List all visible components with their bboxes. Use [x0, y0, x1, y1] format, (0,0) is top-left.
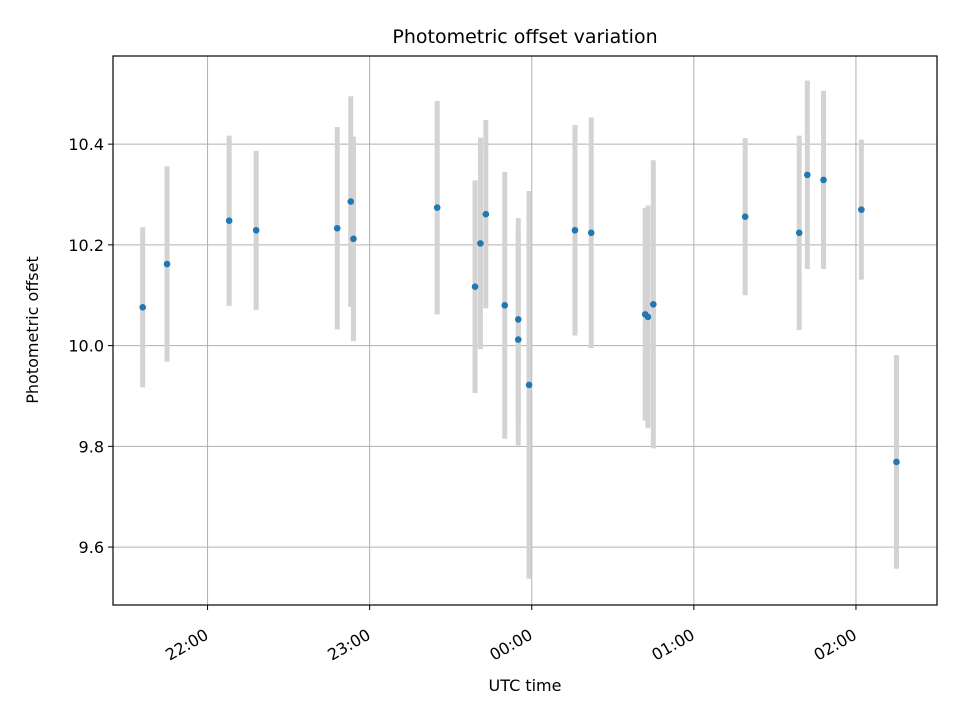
data-point: [571, 226, 579, 234]
plot-area: [113, 56, 937, 605]
data-point: [820, 176, 827, 184]
data-point: [644, 313, 652, 321]
data-point: [804, 171, 811, 179]
y-tick-label: 10.2: [68, 236, 104, 255]
data-points: [139, 171, 900, 466]
data-point: [525, 381, 533, 389]
data-point: [350, 235, 357, 243]
y-tick-label: 10.4: [68, 135, 104, 154]
data-point: [163, 260, 171, 268]
data-point: [893, 458, 900, 466]
data-point: [587, 229, 595, 237]
data-point: [858, 206, 865, 213]
data-point: [347, 198, 355, 205]
y-tick-label: 9.8: [79, 437, 104, 456]
data-point: [139, 304, 147, 311]
data-point: [252, 226, 260, 234]
data-point: [471, 283, 479, 290]
data-point: [501, 302, 509, 309]
data-point: [477, 240, 484, 247]
data-point: [225, 217, 233, 224]
x-axis-label: UTC time: [489, 676, 562, 695]
data-point: [333, 224, 341, 232]
y-tick-label: 9.6: [79, 538, 104, 557]
data-point: [650, 301, 657, 308]
y-tick-label: 10.0: [68, 337, 104, 356]
chart-title: Photometric offset variation: [392, 26, 657, 48]
y-axis-label: Photometric offset: [23, 256, 42, 404]
plot-frame: [112, 55, 938, 606]
data-point: [514, 316, 522, 323]
data-point: [514, 336, 522, 343]
data-point: [795, 229, 803, 237]
data-point: [433, 204, 441, 211]
data-point: [482, 210, 490, 218]
data-point: [741, 213, 749, 220]
